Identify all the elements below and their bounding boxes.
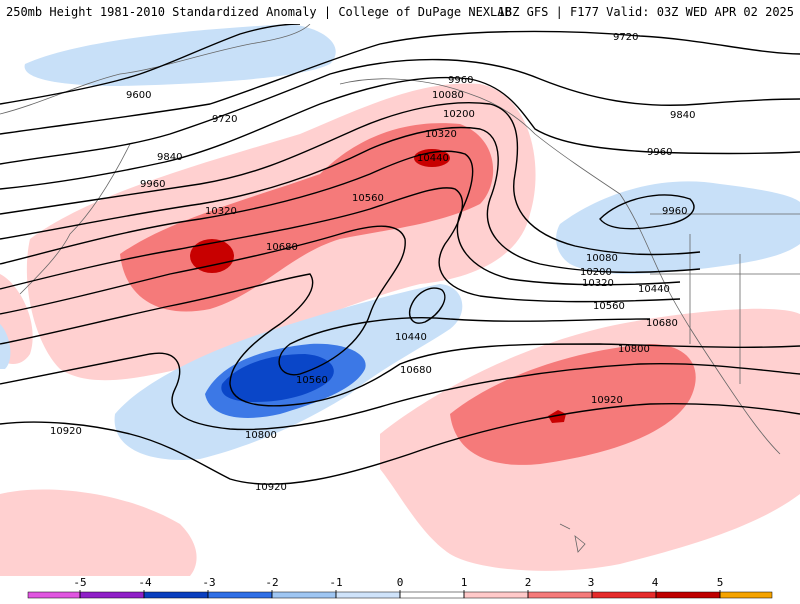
contour-label: 10680	[266, 242, 298, 253]
coastline-west-na	[619, 193, 781, 455]
contour-9840-west	[0, 58, 800, 165]
contour-label: 10200	[580, 267, 612, 278]
model-run-info: 18Z GFS | F177 Valid: 03Z WED APR 02 202…	[497, 5, 794, 19]
contour-label: 10680	[400, 365, 432, 376]
contour-label: 9720	[613, 32, 638, 43]
contour-10800	[0, 352, 800, 431]
anomaly-legend: -5 -4 -3 -2 -1 0 1 2 3 4 5	[0, 576, 800, 600]
contour-10920	[0, 402, 800, 485]
legend-label: 3	[587, 576, 595, 589]
contour-label: 9960	[140, 179, 165, 190]
legend-label: -4	[138, 576, 152, 589]
contour-label: 10680	[646, 318, 678, 329]
contour-label: 9720	[212, 114, 237, 125]
contour-label: 10200	[443, 109, 475, 120]
contour-label: 10800	[618, 344, 650, 355]
contour-label: 10560	[352, 193, 384, 204]
height-contours	[0, 24, 800, 485]
map-header: 250mb Height 1981-2010 Standardized Anom…	[0, 0, 800, 24]
contour-10680	[0, 273, 800, 407]
anomaly-pos3-west	[190, 239, 234, 273]
contour-label: 10440	[395, 332, 427, 343]
legend-swatch	[591, 591, 657, 599]
contour-labels: 9600 9720 9840 9960 10320 10680 10560 99…	[50, 32, 695, 493]
contour-10200	[0, 126, 701, 273]
coastline-alaska	[339, 78, 621, 195]
anomaly-pos2-south	[450, 344, 696, 465]
legend-label: 5	[716, 576, 724, 589]
contour-label: 10560	[593, 301, 625, 312]
legend-label: 2	[524, 576, 532, 589]
anomaly-neg1-west-edge	[0, 324, 11, 369]
contour-label: 10920	[591, 395, 623, 406]
contour-label: 9600	[126, 90, 151, 101]
weather-map: 9600 9720 9840 9960 10320 10680 10560 99…	[0, 24, 800, 576]
legend-label: 1	[460, 576, 468, 589]
contour-10440-closed	[408, 287, 446, 324]
contour-label: 9840	[670, 110, 695, 121]
legend-swatch	[655, 591, 721, 599]
legend-colorbar	[27, 590, 773, 599]
anomaly-pos3-gulf	[414, 149, 450, 167]
contour-label: 10920	[50, 426, 82, 437]
contour-label: 10320	[205, 206, 237, 217]
legend-label: -2	[265, 576, 279, 589]
legend-label: -3	[202, 576, 216, 589]
contour-label: 10920	[255, 482, 287, 493]
contour-label: 10440	[417, 153, 449, 164]
anomaly-neg1-northwest	[24, 24, 336, 86]
contour-label: 9960	[662, 206, 687, 217]
contour-9600	[0, 24, 301, 105]
contour-10080	[0, 102, 701, 256]
contour-label: 9840	[157, 152, 182, 163]
contour-label: 9960	[448, 75, 473, 86]
contour-label: 10080	[586, 253, 618, 264]
legend-swatch	[271, 591, 337, 599]
positive-anomaly-strong	[190, 149, 566, 423]
contour-9720-west	[0, 30, 800, 135]
contour-10560	[0, 225, 651, 376]
legend-swatch	[463, 591, 529, 599]
anomaly-neg3-central	[221, 354, 334, 402]
state-borders	[650, 213, 800, 384]
legend-label: 0	[396, 576, 404, 589]
legend-label: -1	[329, 576, 343, 589]
legend-swatch	[335, 591, 401, 599]
contour-10320	[0, 150, 681, 286]
contour-label: 9960	[647, 147, 672, 158]
legend-swatch	[207, 591, 273, 599]
contour-label: 10320	[425, 129, 457, 140]
legend-swatch	[143, 591, 209, 599]
anomaly-neg1-east	[556, 181, 800, 274]
map-title: 250mb Height 1981-2010 Standardized Anom…	[6, 5, 512, 19]
contour-9960-closed	[599, 194, 695, 230]
contour-label: 10440	[638, 284, 670, 295]
contour-label: 10560	[296, 375, 328, 386]
anomaly-pos3-south	[548, 410, 566, 423]
anomaly-pos1-sw-corner	[0, 489, 197, 576]
coastline-kamchatka	[19, 143, 131, 295]
legend-swatch	[79, 591, 145, 599]
legend-label: 4	[651, 576, 659, 589]
legend-swatch	[27, 591, 81, 599]
legend-swatch	[719, 591, 773, 599]
legend-label: -5	[73, 576, 87, 589]
contour-label: 10800	[245, 430, 277, 441]
hawaii-islands	[559, 523, 586, 553]
contour-label: 10320	[582, 278, 614, 289]
legend-swatch	[399, 591, 465, 599]
legend-swatch	[527, 591, 593, 599]
contour-9960-west	[0, 76, 800, 190]
contour-label: 10080	[432, 90, 464, 101]
contour-10440-west	[0, 187, 681, 303]
